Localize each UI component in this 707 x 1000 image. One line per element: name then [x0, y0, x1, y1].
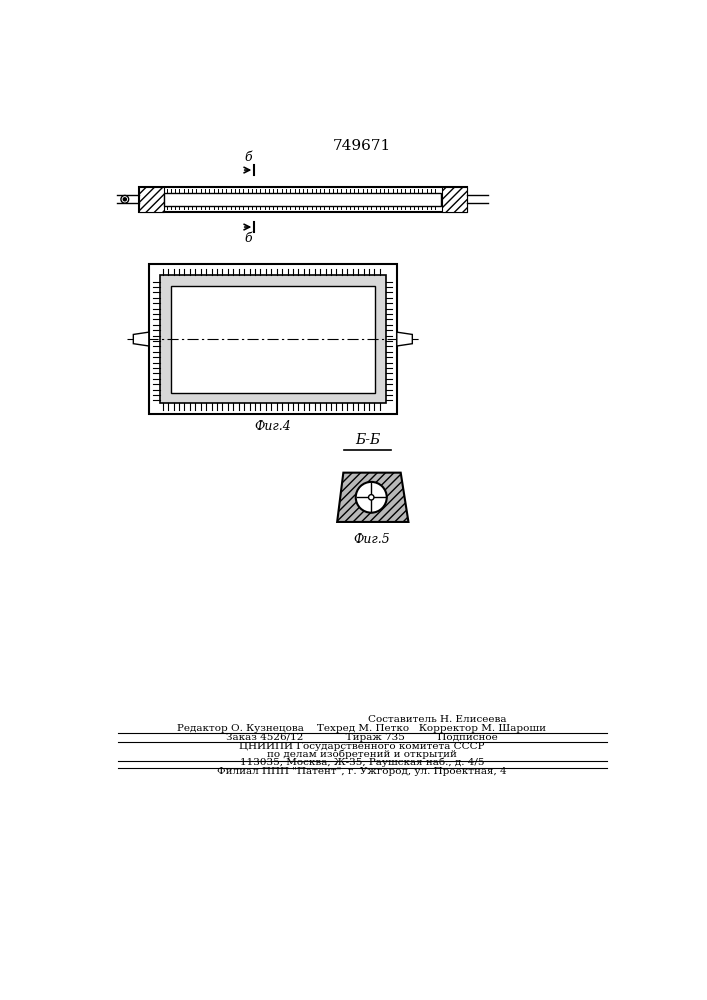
- Text: Фиг.4: Фиг.4: [255, 420, 291, 433]
- Bar: [160, 275, 386, 403]
- Text: Филиал ППП "Патент", г. Ужгород, ул. Проектная, 4: Филиал ППП "Патент", г. Ужгород, ул. Про…: [217, 767, 507, 776]
- Polygon shape: [134, 332, 149, 346]
- Bar: [164, 193, 441, 206]
- Bar: [139, 187, 467, 212]
- Text: 113035, Москва, Ж-35, Раушская наб., д. 4/5: 113035, Москва, Ж-35, Раушская наб., д. …: [240, 757, 484, 767]
- Polygon shape: [337, 473, 409, 522]
- Circle shape: [368, 495, 374, 500]
- Text: Составитель Н. Елисеева: Составитель Н. Елисеева: [368, 715, 506, 724]
- Bar: [149, 264, 397, 414]
- Text: Фиг.5: Фиг.5: [353, 533, 390, 546]
- Circle shape: [123, 198, 127, 201]
- Polygon shape: [397, 332, 412, 346]
- Bar: [139, 187, 163, 212]
- Text: Б-Б: Б-Б: [355, 433, 380, 447]
- Text: по делам изобретений и открытий: по делам изобретений и открытий: [267, 750, 457, 759]
- Text: 749671: 749671: [333, 139, 391, 153]
- Circle shape: [121, 195, 129, 203]
- Text: б: б: [244, 232, 252, 245]
- Text: Заказ 4526/12             Тираж 735          Подписное: Заказ 4526/12 Тираж 735 Подписное: [226, 733, 498, 742]
- Bar: [442, 187, 467, 212]
- Text: б: б: [244, 151, 252, 164]
- Text: Редактор О. Кузнецова    Техред М. Петко   Корректор М. Шароши: Редактор О. Кузнецова Техред М. Петко Ко…: [177, 724, 547, 733]
- Text: ЦНИИПИ Государственного комитета СССР: ЦНИИПИ Государственного комитета СССР: [239, 742, 485, 751]
- Circle shape: [356, 482, 387, 513]
- Bar: [170, 286, 375, 393]
